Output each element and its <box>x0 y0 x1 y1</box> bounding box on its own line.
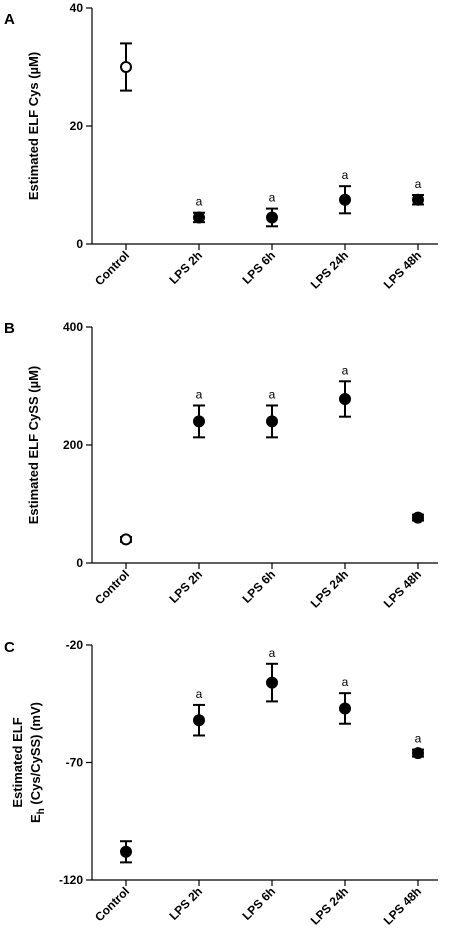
significance-label: a <box>269 387 276 401</box>
chart-panel-B: B 0 200 400 Control LPS 2h LPS 6h LPS 24h LPS 48… <box>4 320 438 611</box>
data-point <box>266 676 278 689</box>
y-axis-label: Estimated ELF Cys (µM) <box>26 52 41 200</box>
chart-panel-A: A 0 20 40 Control LPS 2h LPS 6h LPS 24h LPS 48h E… <box>4 1 438 292</box>
y-tick-label: -70 <box>66 756 84 770</box>
data-point-group <box>120 533 132 546</box>
category-label: LPS 24h <box>308 567 351 610</box>
category-label: LPS 6h <box>239 248 278 287</box>
y-axis-label: Estimated ELF CySS (µM) <box>26 366 41 524</box>
category-label: LPS 2h <box>166 567 205 606</box>
significance-label: a <box>269 646 276 660</box>
y-tick-label: 400 <box>63 320 83 334</box>
data-point-group: a <box>266 387 278 439</box>
y-tick-label: 0 <box>76 556 83 570</box>
significance-label: a <box>269 191 276 205</box>
significance-label: a <box>342 363 349 377</box>
category-label: LPS 48h <box>381 567 424 610</box>
data-point <box>339 702 351 715</box>
category-label: Control <box>92 567 132 607</box>
data-point <box>412 747 424 760</box>
category-label: Control <box>92 248 132 288</box>
category-label: LPS 2h <box>166 884 205 923</box>
data-point <box>339 193 351 206</box>
category-label: Control <box>92 884 132 924</box>
significance-label: a <box>342 168 349 182</box>
category-label: LPS 6h <box>239 567 278 606</box>
panel-letter: A <box>4 11 15 28</box>
significance-label: a <box>342 675 349 689</box>
significance-label: a <box>196 387 203 401</box>
y-tick-label: -20 <box>66 638 84 652</box>
y-axis-label-line2: Eh (Cys/CySS) (mV) <box>28 702 47 823</box>
significance-label: a <box>415 732 422 746</box>
data-point-group <box>120 42 132 92</box>
data-point <box>193 211 205 224</box>
category-label: LPS 48h <box>381 248 424 291</box>
data-point-group: a <box>193 387 205 439</box>
significance-label: a <box>415 177 422 191</box>
panel-letter: C <box>4 639 15 656</box>
y-tick-label: 200 <box>63 438 83 452</box>
data-point-group: a <box>266 646 278 703</box>
data-point-group <box>120 840 132 864</box>
data-point <box>412 193 424 206</box>
data-point-group: a <box>266 191 278 228</box>
data-point-group: a <box>193 195 205 224</box>
data-point <box>120 533 132 546</box>
significance-label: a <box>196 687 203 701</box>
category-label: LPS 24h <box>308 248 351 291</box>
y-axis-label-line1: Estimated ELF <box>10 717 25 807</box>
data-point-group: a <box>339 363 351 418</box>
data-point-group: a <box>412 732 424 760</box>
category-label: LPS 6h <box>239 884 278 923</box>
y-tick-label: 0 <box>76 237 83 251</box>
category-label: LPS 24h <box>308 884 351 927</box>
panel-letter: B <box>4 320 15 337</box>
data-point <box>120 61 132 73</box>
y-tick-label: -120 <box>59 873 83 887</box>
data-point <box>266 211 278 224</box>
data-point-group: a <box>339 675 351 725</box>
data-point <box>120 845 132 858</box>
category-label: LPS 48h <box>381 884 424 927</box>
chart-panel-C: C -120 -70 -20 Control LPS 2h LPS 6h LPS 24h LPS… <box>4 638 438 928</box>
data-point-group: a <box>193 687 205 737</box>
data-point-group <box>412 511 424 524</box>
category-label: LPS 2h <box>166 248 205 287</box>
data-point-group: a <box>412 177 424 206</box>
data-point <box>339 392 351 405</box>
data-point <box>193 415 205 428</box>
data-point <box>266 415 278 428</box>
data-point <box>412 511 424 524</box>
significance-label: a <box>196 195 203 209</box>
y-tick-label: 20 <box>70 119 84 133</box>
data-point <box>193 714 205 727</box>
y-tick-label: 40 <box>70 1 84 15</box>
data-point-group: a <box>339 168 351 215</box>
